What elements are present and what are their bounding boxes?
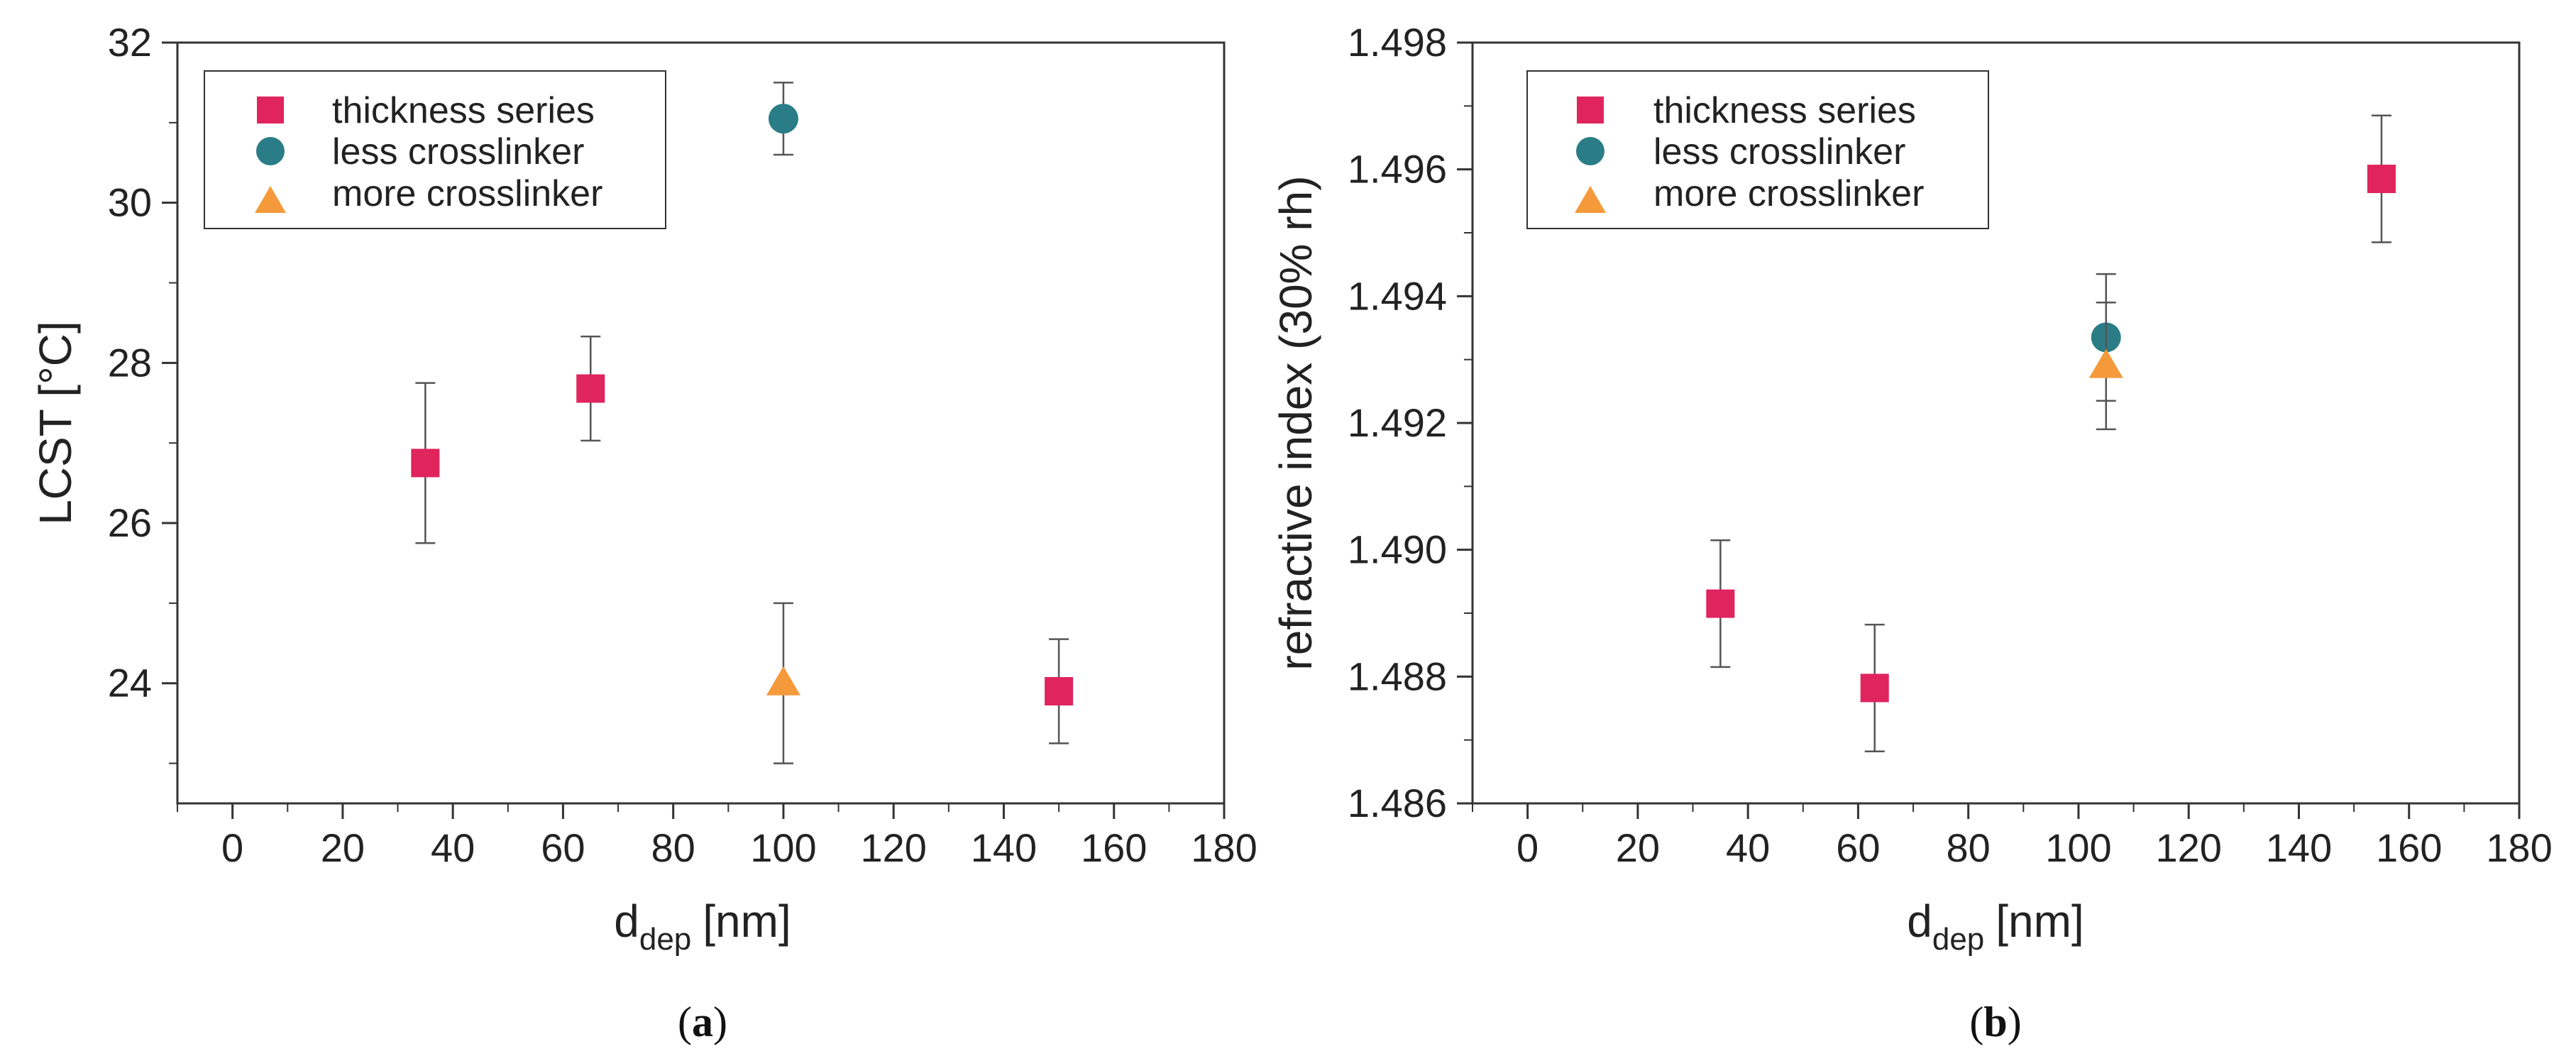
panel-a-y-tick-label-0: 24	[108, 661, 152, 705]
panel-b-y-tick-label-0: 1.486	[1348, 781, 1447, 825]
panel-a-x-axis-title-sub: dep	[639, 922, 691, 957]
panel-b-more-crosslinker-point-0-marker	[2088, 348, 2123, 378]
panel-b-x-axis-title-sub: dep	[1932, 922, 1984, 957]
panel-a-x-tick-label-0: 0	[221, 825, 243, 870]
panel-a-thickness-series-point-1-marker	[576, 374, 605, 403]
panel-b-chart: 0 20 40 60 80 100 120 140 160 180 1.486 1.488 1.490 1…	[1270, 20, 2553, 1045]
panel-b-ticks: 0 20 40 60 80 100 120 140 160 180 1.486 1.488 1.490 1…	[1348, 20, 2553, 870]
panel-b-x-tick-label-100: 100	[2045, 825, 2111, 870]
panel-a-less-crosslinker-point-0-marker	[768, 104, 798, 134]
panel-a-y-tick-label-2: 28	[108, 340, 152, 385]
panel-b-legend-label-less-crosslinker: less crosslinker	[1653, 131, 1905, 172]
panel-a-x-axis-title: ddep [nm]	[614, 896, 791, 957]
panel-b-y-axis-title: refractive index (30% rh)	[1270, 175, 1321, 670]
panel-b-x-tick-label-160: 160	[2376, 825, 2442, 870]
panel-b-x-tick-label-20: 20	[1616, 825, 1660, 870]
panel-b-x-tick-label-120: 120	[2155, 825, 2221, 870]
panel-a-x-tick-label-140: 140	[971, 825, 1037, 870]
panel-a-x-tick-label-80: 80	[651, 825, 695, 870]
panel-a-y-tick-label-4: 32	[108, 20, 152, 65]
panel-b-y-tick-label-2: 1.490	[1348, 527, 1447, 572]
panel-b-x-tick-label-140: 140	[2266, 825, 2332, 870]
panel-b-y-tick-label-1: 1.488	[1348, 654, 1447, 698]
panel-a-legend-label-less-crosslinker: less crosslinker	[332, 131, 584, 172]
panel-b-x-axis-title: ddep [nm]	[1907, 896, 2084, 957]
panel-b-legend-label-thickness-series: thickness series	[1653, 90, 1916, 131]
panel-b-marks	[1706, 114, 2396, 752]
panel-a-legend: thickness series less crosslinker more c…	[204, 70, 666, 229]
panel-a-thickness-series-point-2-marker	[1045, 677, 1074, 706]
panel-a-caption-letter: a	[692, 999, 713, 1045]
panel-b-legend-marker-more-crosslinker	[1575, 186, 1606, 213]
panel-a-legend-label-more-crosslinker: more crosslinker	[332, 173, 602, 214]
panel-a-x-tick-label-20: 20	[321, 825, 365, 870]
panel-a-ticks: 0 20 40 60 80 100 120 140 160 180 24 26 28 30 32	[108, 20, 1257, 870]
panel-b-legend: thickness series less crosslinker more c…	[1526, 70, 1989, 229]
panel-b-caption: (b)	[1969, 999, 2021, 1045]
panel-a-y-tick-label-3: 30	[108, 180, 152, 225]
panel-a-x-tick-label-180: 180	[1191, 825, 1257, 870]
panel-a-legend-marker-less-crosslinker	[256, 137, 285, 165]
panel-b-x-axis-title-main: d	[1907, 896, 1932, 947]
panel-b-y-tick-label-3: 1.492	[1348, 400, 1447, 445]
panel-b-thickness-series-point-2-marker	[2367, 165, 2396, 194]
panel-b-x-tick-label-80: 80	[1947, 825, 1991, 870]
panel-b-x-tick-label-60: 60	[1836, 825, 1880, 870]
panel-a-legend-marker-more-crosslinker	[255, 186, 286, 213]
panel-b-caption-letter: b	[1983, 999, 2007, 1045]
panel-b-y-tick-label-5: 1.496	[1348, 147, 1447, 192]
panel-a-x-tick-label-40: 40	[431, 825, 475, 870]
panel-a-caption: (a)	[678, 999, 727, 1045]
panel-a-legend-label-thickness-series: thickness series	[332, 90, 595, 131]
panel-b-x-tick-label-180: 180	[2486, 825, 2552, 870]
panel-a-thickness-series-point-0-marker	[411, 449, 440, 478]
panel-b-x-tick-label-40: 40	[1726, 825, 1770, 870]
panel-a-legend-marker-thickness-series	[257, 97, 284, 123]
panel-b-legend-marker-thickness-series	[1577, 97, 1604, 123]
panel-a-marks	[411, 82, 1074, 764]
panel-b-y-tick-label-6: 1.498	[1348, 20, 1447, 65]
panel-a-y-axis-title: LCST [°C]	[30, 321, 81, 525]
panel-b-legend-label-more-crosslinker: more crosslinker	[1653, 173, 1924, 214]
panel-a-chart: 0 20 40 60 80 100 120 140 160 180 24 26 28 30 32 thick…	[30, 20, 1257, 1045]
panel-a-plot-frame	[176, 41, 1226, 805]
panel-a-y-tick-label-1: 26	[108, 500, 152, 545]
panel-b-x-axis-title-unit: [nm]	[1996, 896, 2084, 947]
panel-b-y-tick-label-4: 1.494	[1348, 273, 1447, 318]
panel-a-x-tick-label-60: 60	[541, 825, 585, 870]
panel-b-legend-marker-less-crosslinker	[1576, 137, 1605, 165]
panel-a-x-tick-label-160: 160	[1081, 825, 1147, 870]
panel-a-more-crosslinker-point-0-marker	[766, 666, 800, 696]
panel-a-x-axis-title-unit: [nm]	[703, 896, 791, 947]
panel-b-x-tick-label-0: 0	[1517, 825, 1539, 870]
panel-a-x-tick-label-120: 120	[860, 825, 926, 870]
panel-b-thickness-series-point-1-marker	[1860, 674, 1889, 703]
panel-b-thickness-series-point-0-marker	[1706, 589, 1735, 618]
panel-a-x-tick-label-100: 100	[750, 825, 816, 870]
panel-a-x-axis-title-main: d	[614, 896, 639, 947]
